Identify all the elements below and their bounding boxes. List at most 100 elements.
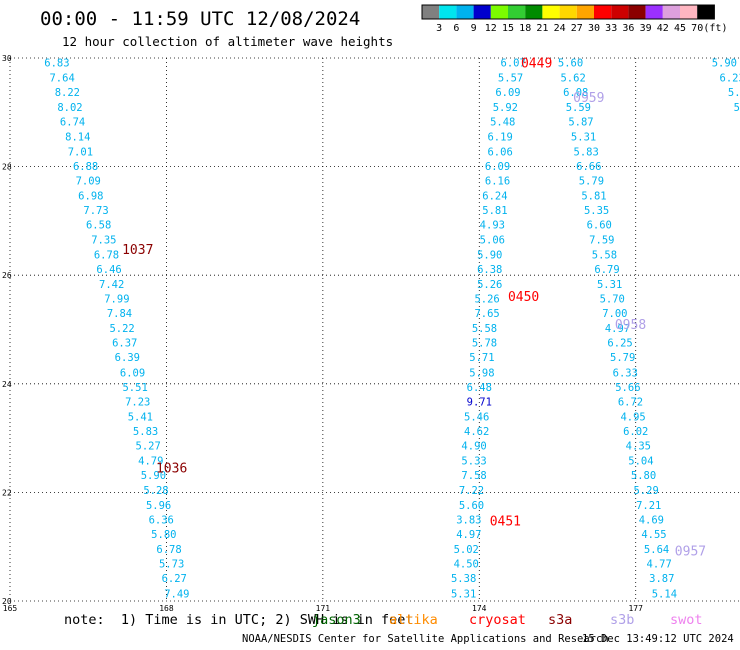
wave-height-label: 5.26 [474,294,499,306]
wave-height-label: 6.79 [594,264,619,276]
wave-height-label: 7.42 [99,279,124,291]
wave-height-label: 5.90 [477,250,502,262]
wave-height-label: 3.83 [456,515,481,527]
pass-time-label: 1037 [122,243,153,258]
legend-label: 18 [519,23,531,34]
legend-label: 70 [691,23,703,34]
legend-swatch [594,5,612,19]
wave-height-label: 6.02 [623,426,648,438]
wave-height-label: 7.00 [602,308,627,320]
legend-swatch [680,5,698,19]
color-legend: 3 6 9 12 15 18 21 24 27 30 33 36 39 42 45 70 (ft) [421,4,727,34]
wave-height-label: 6.19 [487,132,512,144]
wave-height-label: 5.92 [493,102,518,114]
wave-height-label: 7.58 [461,470,486,482]
wave-height-label: 7.49 [164,588,189,600]
satellite-jason3: jason3 [312,612,361,628]
satellite-cryosat: cryosat [469,612,526,628]
wave-height-label: 7.99 [104,294,129,306]
wave-height-label: 5.81 [482,205,507,217]
generated-timestamp: 15 Dec 13:49:12 UTC 2024 [582,633,734,645]
legend-swatch [628,5,646,19]
wave-height-label: 5.80 [631,470,656,482]
wave-height-label: 5.57 [498,73,523,85]
wave-height-label: 4.79 [138,455,163,467]
y-tick-label: 20 [2,597,12,606]
wave-height-label: 8.02 [57,102,82,114]
legend-label: 27 [571,23,583,34]
legend-label: 6 [453,23,459,34]
wave-height-label: 4.93 [480,220,505,232]
wave-height-label: 7.23 [125,397,150,409]
wave-height-label: 6.66 [576,161,601,173]
wave-height-label: 6.09 [485,161,510,173]
wave-height-label: 6.83 [44,57,69,69]
legend-label: 33 [605,23,617,34]
wave-height-label: 5.70 [600,294,625,306]
wave-height-label: 6.27 [162,573,187,585]
legend-swatch [645,5,663,19]
wave-height-label: 6.48 [467,382,492,394]
wave-height-label: 5.31 [571,132,596,144]
wave-height-label: 5.98 [469,367,494,379]
legend-label: 15 [502,23,514,34]
wave-height-label: 4.97 [456,529,481,541]
wave-height-label: 5.62 [560,73,585,85]
wave-height-label: 5.78 [472,338,497,350]
wave-height-label: 4.90 [461,441,486,453]
pass-time-label: 1036 [156,461,187,476]
pass-time-label: 0959 [573,91,604,106]
wave-height-label: 6.78 [94,250,119,262]
legend-swatch [697,5,715,19]
wave-height-label: 4.62 [464,426,489,438]
wave-height-label: 5.83 [133,426,158,438]
legend-swatch [662,5,680,19]
wave-height-label: 3.87 [649,573,674,585]
chart-title: 00:00 - 11:59 UTC 12/08/2024 [40,8,361,30]
wave-height-label: 5.06 [480,234,505,246]
wave-height-label: 4.55 [641,529,666,541]
wave-height-label: 6.07 [501,57,526,69]
wave-height-label: 6.25 [607,338,632,350]
wave-height-label: 6.78 [156,544,181,556]
wave-height-label: 5.60 [459,500,484,512]
wave-height-label: 6.06 [487,146,512,158]
wave-height-label: 5.31 [597,279,622,291]
wave-height-label: 5.35 [584,205,609,217]
wave-height-label: 7.59 [589,234,614,246]
wave-height-label: 6.36 [149,515,174,527]
wave-height-label: 7.73 [83,205,108,217]
wave-height-label: 6.58 [86,220,111,232]
wave-height-label: 5.96 [146,500,171,512]
satellite-altika: altika [389,612,438,628]
wave-height-label: 5.48 [490,117,515,129]
wave-height-label: 5.60 [558,57,583,69]
wave-height-label: 6.98 [78,190,103,202]
legend-swatch [576,5,594,19]
wave-height-label: 7.21 [636,500,661,512]
wave-height-label: 5.64 [644,544,669,556]
altimeter-map-chart: 165 168 171 174 177 30 28 26 24 22 20 6.83 7.64 8.22 8… [2,54,740,612]
wave-height-label: 4.35 [626,441,651,453]
x-tick-label: 165 [3,604,18,612]
legend-swatch [490,5,508,19]
pass-time-label: 0958 [615,318,646,333]
wave-height-label: 5.46 [464,411,489,423]
wave-height-label: 6.74 [60,117,85,129]
chart-subtitle: 12 hour collection of altimeter wave hei… [62,34,394,49]
wave-height-label: 6.46 [96,264,121,276]
pass-time-label: 0957 [675,545,706,560]
satellite-s3b: s3b [610,612,635,628]
x-tick-label: 174 [472,604,487,612]
wave-height-label: 5.26 [477,279,502,291]
wave-height-label: 5.29 [633,485,658,497]
wave-height-label: 5.33 [461,455,486,467]
wave-height-label: 5.51 [122,382,147,394]
wave-height-label: 9.71 [467,397,492,409]
wave-height-label: 4.69 [639,515,664,527]
legend-label: 42 [657,23,669,34]
wave-height-label: 5.87 [568,117,593,129]
legend-label: 21 [536,23,548,34]
y-tick-label: 30 [2,54,12,63]
legend-unit: (ft) [703,23,727,34]
